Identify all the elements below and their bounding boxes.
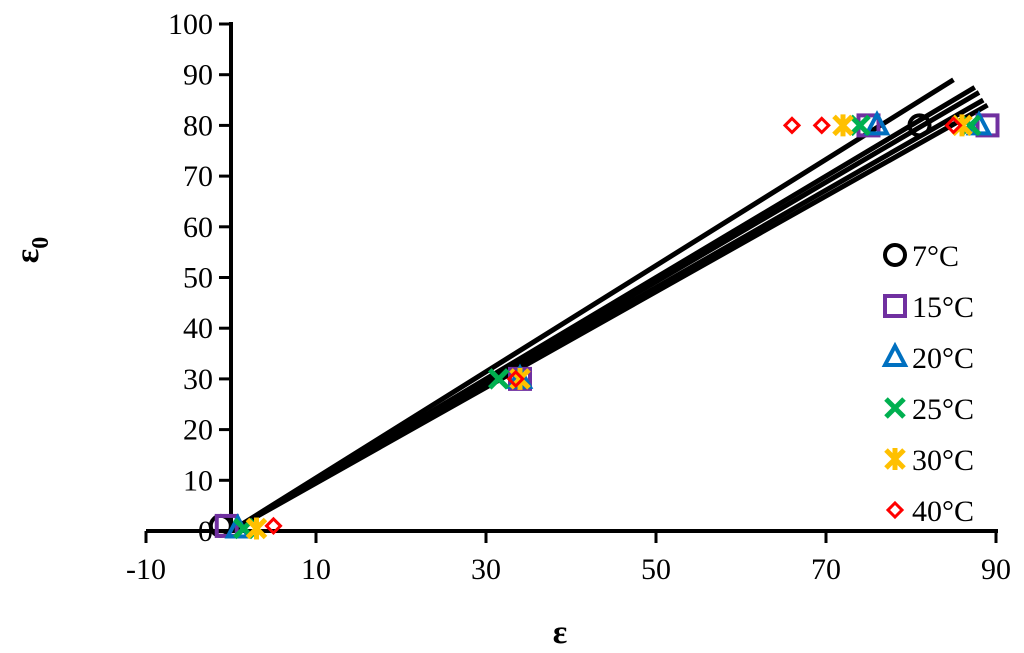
y-axis-title: ε [9,249,46,264]
x-tick-label: 70 [811,553,841,586]
legend-label: 40°C [912,495,974,528]
x-axis-title: ε [553,614,568,651]
x-tick-label: 90 [981,553,1011,586]
legend-item: 25°C [884,393,974,426]
legend-marker [883,294,907,318]
legend-marker [884,397,906,419]
legend-marker [881,341,909,367]
data-point [907,113,932,138]
legend-marker [883,243,907,267]
y-axis-title-subscript: 0 [28,237,54,249]
svg-text:ε0: ε0 [9,237,54,264]
data-point [832,114,854,137]
data-point [782,116,802,135]
data-point [944,116,963,135]
legend-label: 20°C [912,342,974,375]
data-point [245,517,268,540]
data-point [863,110,891,136]
fit-lines [229,77,989,534]
legend-label: 25°C [912,393,974,426]
legend-item: 40°C [885,495,974,528]
data-point [812,116,831,135]
y-tick-label: 20 [183,414,213,447]
y-tick-label: 100 [168,8,213,41]
data-point [487,368,510,390]
legend-marker [884,448,906,470]
legend-item: 15°C [883,291,974,324]
fit-line [229,77,955,534]
data-point [264,516,283,536]
legend-label: 7°C [912,240,959,273]
x-tick-label: 50 [641,553,671,586]
x-tick-label: -10 [126,553,166,586]
legend-item: 20°C [881,341,974,375]
data-point [506,369,525,389]
legend-item: 30°C [884,444,974,477]
y-tick-label: 10 [183,464,213,497]
legend-marker [885,500,905,520]
y-tick-label: 40 [183,312,213,345]
x-tick-label: 30 [471,553,501,586]
y-tick-label: 90 [183,59,213,92]
y-tick-label: 70 [183,160,213,193]
legend: 7°C 15°C 20°C 25°C 30°C 40°C [881,240,974,528]
legend-label: 15°C [912,291,974,324]
legend-label: 30°C [912,444,974,477]
y-axis-title-group: ε0 [9,237,54,264]
y-tick-label: 30 [183,363,213,396]
x-axis-ticks: -10 10 30 50 70 90 [126,531,1011,586]
data-points [208,110,1000,540]
x-tick-label: 10 [301,553,331,586]
axes [146,22,998,533]
y-tick-label: 60 [183,211,213,244]
y-tick-label: 80 [183,109,213,142]
y-tick-label: 50 [183,262,213,295]
fit-line [229,102,989,534]
legend-item: 7°C [883,240,959,273]
